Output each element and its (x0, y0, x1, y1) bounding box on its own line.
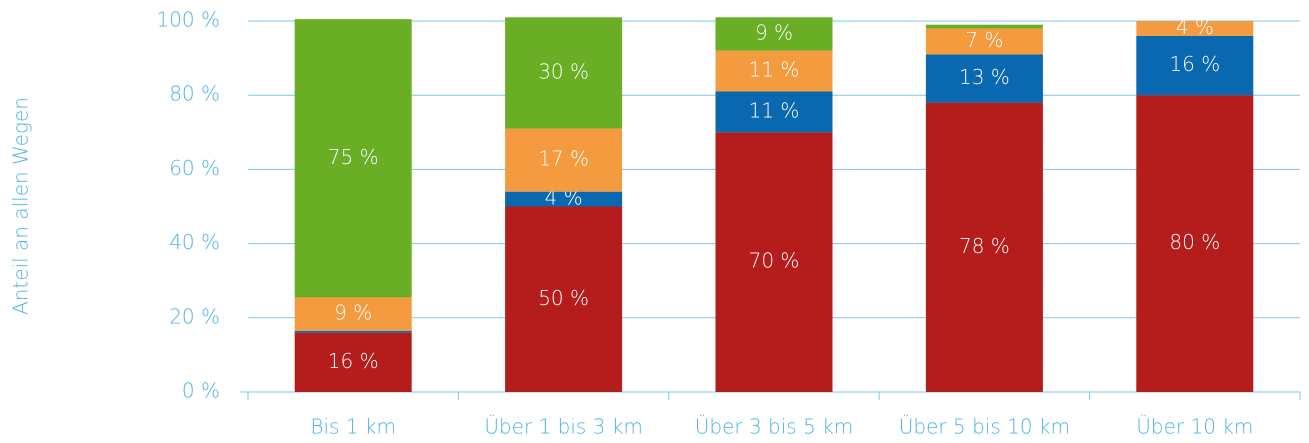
data-label: 11 % (749, 98, 800, 122)
x-tick-label: Über 3 bis 5 km (695, 415, 853, 439)
bar-segment (925, 24, 1043, 29)
bar-segment (925, 54, 1043, 103)
x-tick-label: Über 1 bis 3 km (484, 415, 642, 439)
bar-segment (294, 19, 412, 298)
bar-segment (715, 50, 833, 92)
bar-segment (715, 17, 833, 51)
data-label: 9 % (755, 20, 793, 44)
data-label: 7 % (965, 28, 1003, 52)
x-tick-label: Über 10 km (1136, 415, 1253, 439)
bar-segment (925, 28, 1043, 55)
bar-segment (505, 17, 623, 129)
data-label: 50 % (538, 286, 589, 310)
data-label: 78 % (959, 234, 1010, 258)
y-tick-label: 60 % (169, 156, 220, 180)
data-label: 30 % (538, 59, 589, 83)
y-tick-label: 20 % (169, 304, 220, 328)
data-label: 70 % (749, 249, 800, 273)
y-tick-label: 80 % (169, 82, 220, 106)
x-tick-label: Bis 1 km (310, 415, 396, 439)
data-label: 80 % (1169, 230, 1220, 254)
y-tick-label: 100 % (156, 8, 220, 32)
bar-segment (715, 91, 833, 133)
bar-segment (1136, 21, 1254, 36)
x-tick-label: Über 5 bis 10 km (899, 415, 1070, 439)
data-label: 16 % (1169, 52, 1220, 76)
y-axis-label: Anteil an allen Wegen (9, 97, 33, 315)
y-tick-label: 40 % (169, 230, 220, 254)
y-tick-label: 0 % (182, 379, 220, 403)
bar-segment (294, 297, 412, 331)
data-label: 16 % (328, 349, 379, 373)
bar-segment (505, 206, 623, 392)
bar-segment (925, 102, 1043, 393)
bar-segment (505, 191, 623, 207)
data-label: 17 % (538, 147, 589, 171)
bar-segment (1136, 95, 1254, 392)
data-label: 9 % (334, 301, 372, 325)
bar-segment (294, 330, 412, 333)
data-label: 13 % (959, 65, 1010, 89)
bar-segment (505, 128, 623, 192)
data-label: 11 % (749, 58, 800, 82)
bar-segment (294, 332, 412, 392)
bar-segment (1136, 35, 1254, 96)
data-label: 75 % (328, 145, 379, 169)
data-label: 4 % (1176, 15, 1214, 39)
bar-segment (715, 132, 833, 393)
